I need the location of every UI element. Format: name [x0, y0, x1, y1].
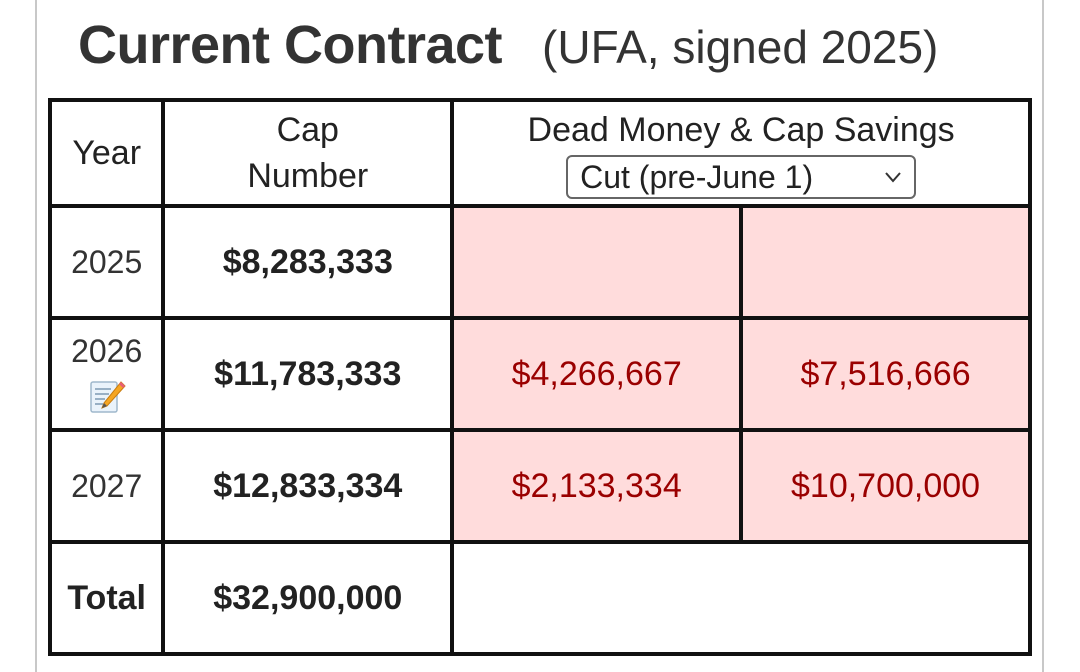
scenario-select-value: Cut (pre-June 1)	[580, 159, 814, 195]
table-row: 2025 $8,283,333	[47, 204, 1032, 320]
contract-table: Year Cap Number Dead Money & Cap Savings…	[47, 98, 1032, 656]
year-cell: 2025	[47, 204, 166, 320]
year-value: 2026	[71, 332, 143, 369]
page-border-left	[35, 0, 37, 672]
scenario-select[interactable]: Cut (pre-June 1)	[566, 155, 917, 199]
year-value: 2027	[71, 467, 143, 504]
dead-money-value: $4,266,667	[511, 354, 682, 393]
header-year: Year	[47, 98, 166, 208]
cap-number-value: $8,283,333	[222, 242, 393, 281]
page-border-right	[1042, 0, 1044, 672]
table-total-row: Total $32,900,000	[47, 540, 1032, 656]
year-cell: 2027	[47, 428, 166, 544]
dead-money-cell: $2,133,334	[450, 428, 744, 544]
memo-icon[interactable]	[87, 376, 127, 416]
cap-number-cell: $11,783,333	[161, 316, 455, 432]
contract-heading: Current Contract (UFA, signed 2025)	[78, 14, 1038, 84]
header-dead-money-label: Dead Money & Cap Savings	[527, 111, 955, 149]
cap-number-cell: $12,833,334	[161, 428, 455, 544]
header-dead-money-cap-savings: Dead Money & Cap Savings Cut (pre-June 1…	[450, 98, 1032, 208]
cap-savings-value: $10,700,000	[791, 466, 981, 505]
header-cap-number: Cap Number	[161, 98, 455, 208]
table-row: 2026 $11,783,333 $4,266,667 $7,516,666	[47, 316, 1032, 432]
table-header-row: Year Cap Number Dead Money & Cap Savings…	[47, 98, 1032, 208]
cap-number-value: $11,783,333	[214, 354, 402, 393]
total-label-cell: Total	[47, 540, 166, 656]
cap-savings-value: $7,516,666	[800, 354, 971, 393]
chevron-down-icon	[885, 172, 901, 183]
total-label: Total	[67, 578, 147, 617]
total-cap-cell: $32,900,000	[161, 540, 455, 656]
cap-savings-cell: $10,700,000	[739, 428, 1032, 544]
cap-savings-cell: $7,516,666	[739, 316, 1032, 432]
total-cap-value: $32,900,000	[213, 578, 403, 617]
year-value: 2025	[71, 243, 143, 280]
table-row: 2027 $12,833,334 $2,133,334 $10,700,000	[47, 428, 1032, 544]
dead-money-cell: $4,266,667	[450, 316, 744, 432]
page-subtitle: (UFA, signed 2025)	[542, 21, 939, 73]
header-cap-line2: Number	[247, 157, 369, 195]
cap-number-cell: $8,283,333	[161, 204, 455, 320]
cap-number-value: $12,833,334	[213, 466, 403, 505]
year-cell: 2026	[47, 316, 166, 432]
header-year-label: Year	[72, 133, 142, 172]
dead-money-cell	[450, 204, 744, 320]
total-empty-cell	[450, 540, 1032, 656]
page-title: Current Contract	[78, 15, 503, 75]
dead-money-value: $2,133,334	[511, 466, 682, 505]
header-cap-line1: Cap	[276, 111, 339, 149]
cap-savings-cell	[739, 204, 1032, 320]
